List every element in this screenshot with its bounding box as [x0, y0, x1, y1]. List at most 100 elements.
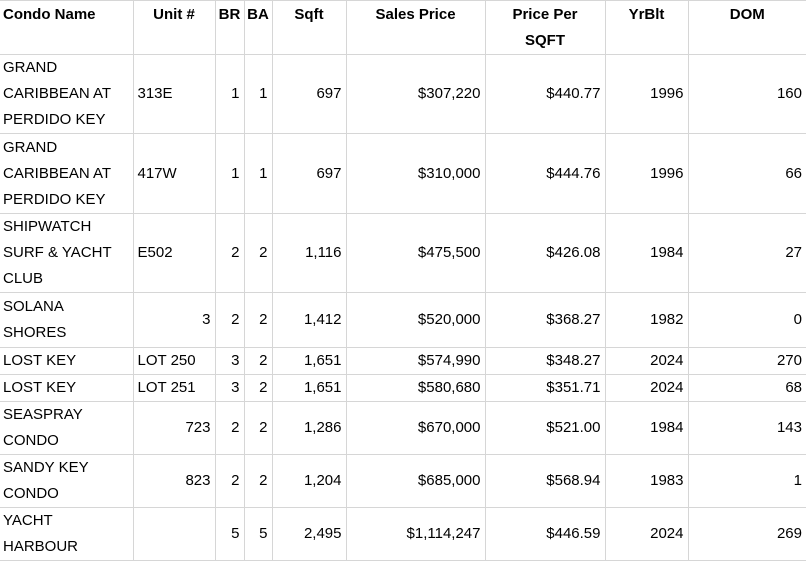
cell-sqft[interactable]: 1,286	[271, 401, 347, 455]
cell-dom[interactable]: 1	[687, 454, 806, 508]
column-header-sqft[interactable]: Sqft	[271, 0, 347, 55]
cell-condo_name[interactable]: SOLANA SHORES	[0, 292, 134, 348]
cell-yrblt[interactable]: 2024	[604, 347, 689, 375]
cell-ba[interactable]: 5	[243, 507, 273, 561]
cell-yrblt[interactable]: 1996	[604, 133, 689, 214]
cell-ba[interactable]: 1	[243, 133, 273, 214]
cell-unit[interactable]: LOT 250	[132, 347, 216, 375]
cell-condo_name[interactable]: SANDY KEY CONDO	[0, 454, 134, 508]
cell-br[interactable]: 2	[214, 401, 245, 455]
column-header-br[interactable]: BR	[214, 0, 245, 55]
cell-price_per_sqft[interactable]: $444.76	[484, 133, 606, 214]
header-row: Condo Name Unit # BR BA Sqft Sales Price Price…	[0, 0, 806, 55]
cell-condo_name[interactable]: LOST KEY	[0, 374, 134, 402]
cell-sales_price[interactable]: $520,000	[345, 292, 486, 348]
cell-yrblt[interactable]: 1984	[604, 213, 689, 293]
cell-sqft[interactable]: 2,495	[271, 507, 347, 561]
cell-yrblt[interactable]: 1984	[604, 401, 689, 455]
column-header-sales_price[interactable]: Sales Price	[345, 0, 486, 55]
column-header-condo_name[interactable]: Condo Name	[0, 0, 134, 55]
cell-yrblt[interactable]: 1983	[604, 454, 689, 508]
cell-sqft[interactable]: 697	[271, 133, 347, 214]
table-row: GRAND CARIBBEAN AT PERDIDO KEY 417W 1 1 697 $…	[0, 133, 806, 214]
cell-unit[interactable]: 823	[132, 454, 216, 508]
cell-price_per_sqft[interactable]: $426.08	[484, 213, 606, 293]
cell-price_per_sqft[interactable]: $351.71	[484, 374, 606, 402]
cell-sqft[interactable]: 1,651	[271, 347, 347, 375]
cell-br[interactable]: 2	[214, 292, 245, 348]
cell-br[interactable]: 2	[214, 454, 245, 508]
cell-unit[interactable]	[132, 507, 216, 561]
cell-br[interactable]: 3	[214, 374, 245, 402]
cell-sales_price[interactable]: $574,990	[345, 347, 486, 375]
cell-condo_name[interactable]: SEASPRAY CONDO	[0, 401, 134, 455]
cell-sqft[interactable]: 1,204	[271, 454, 347, 508]
column-header-dom[interactable]: DOM	[687, 0, 806, 55]
cell-condo_name[interactable]: LOST KEY	[0, 347, 134, 375]
cell-price_per_sqft[interactable]: $521.00	[484, 401, 606, 455]
cell-condo_name[interactable]: YACHT HARBOUR	[0, 507, 134, 561]
cell-dom[interactable]: 270	[687, 347, 806, 375]
cell-ba[interactable]: 2	[243, 454, 273, 508]
cell-ba[interactable]: 2	[243, 292, 273, 348]
cell-dom[interactable]: 143	[687, 401, 806, 455]
cell-sales_price[interactable]: $307,220	[345, 54, 486, 134]
cell-sqft[interactable]: 1,116	[271, 213, 347, 293]
cell-ba[interactable]: 2	[243, 401, 273, 455]
table-row: SOLANA SHORES 3 2 2 1,412 $520,000 $368.27 1982…	[0, 292, 806, 348]
cell-unit[interactable]: 417W	[132, 133, 216, 214]
cell-unit[interactable]: E502	[132, 213, 216, 293]
column-header-yrblt[interactable]: YrBlt	[604, 0, 689, 55]
cell-br[interactable]: 5	[214, 507, 245, 561]
column-header-price_per_sqft[interactable]: Price Per SQFT	[484, 0, 606, 55]
table-row: SEASPRAY CONDO 723 2 2 1,286 $670,000 $521.00 1…	[0, 401, 806, 455]
table-row: LOST KEY LOT 251 3 2 1,651 $580,680 $351.71 202…	[0, 374, 806, 402]
cell-price_per_sqft[interactable]: $368.27	[484, 292, 606, 348]
cell-yrblt[interactable]: 1982	[604, 292, 689, 348]
table-row: SANDY KEY CONDO 823 2 2 1,204 $685,000 $568.94…	[0, 454, 806, 508]
cell-ba[interactable]: 2	[243, 213, 273, 293]
cell-unit[interactable]: 3	[132, 292, 216, 348]
cell-sales_price[interactable]: $475,500	[345, 213, 486, 293]
cell-sqft[interactable]: 697	[271, 54, 347, 134]
table-row: YACHT HARBOUR 5 5 2,495 $1,114,247 $446.59 202…	[0, 507, 806, 561]
cell-dom[interactable]: 66	[687, 133, 806, 214]
cell-dom[interactable]: 269	[687, 507, 806, 561]
table-header: Condo Name Unit # BR BA Sqft Sales Price Price…	[0, 0, 806, 55]
cell-sales_price[interactable]: $310,000	[345, 133, 486, 214]
cell-br[interactable]: 1	[214, 133, 245, 214]
cell-br[interactable]: 3	[214, 347, 245, 375]
cell-sqft[interactable]: 1,412	[271, 292, 347, 348]
cell-br[interactable]: 1	[214, 54, 245, 134]
cell-br[interactable]: 2	[214, 213, 245, 293]
cell-dom[interactable]: 0	[687, 292, 806, 348]
cell-yrblt[interactable]: 2024	[604, 374, 689, 402]
column-header-ba[interactable]: BA	[243, 0, 273, 55]
table-row: LOST KEY LOT 250 3 2 1,651 $574,990 $348.27 202…	[0, 347, 806, 375]
cell-dom[interactable]: 27	[687, 213, 806, 293]
cell-sales_price[interactable]: $580,680	[345, 374, 486, 402]
cell-ba[interactable]: 1	[243, 54, 273, 134]
cell-sales_price[interactable]: $670,000	[345, 401, 486, 455]
cell-yrblt[interactable]: 1996	[604, 54, 689, 134]
cell-unit[interactable]: LOT 251	[132, 374, 216, 402]
cell-ba[interactable]: 2	[243, 347, 273, 375]
cell-unit[interactable]: 723	[132, 401, 216, 455]
cell-condo_name[interactable]: SHIPWATCH SURF & YACHT CLUB	[0, 213, 134, 293]
cell-price_per_sqft[interactable]: $440.77	[484, 54, 606, 134]
cell-price_per_sqft[interactable]: $568.94	[484, 454, 606, 508]
cell-sales_price[interactable]: $1,114,247	[345, 507, 486, 561]
cell-sales_price[interactable]: $685,000	[345, 454, 486, 508]
cell-price_per_sqft[interactable]: $348.27	[484, 347, 606, 375]
cell-dom[interactable]: 160	[687, 54, 806, 134]
column-header-unit[interactable]: Unit #	[132, 0, 216, 55]
cell-ba[interactable]: 2	[243, 374, 273, 402]
cell-price_per_sqft[interactable]: $446.59	[484, 507, 606, 561]
cell-condo_name[interactable]: GRAND CARIBBEAN AT PERDIDO KEY	[0, 133, 134, 214]
cell-sqft[interactable]: 1,651	[271, 374, 347, 402]
cell-yrblt[interactable]: 2024	[604, 507, 689, 561]
cell-condo_name[interactable]: GRAND CARIBBEAN AT PERDIDO KEY	[0, 54, 134, 134]
table-row: GRAND CARIBBEAN AT PERDIDO KEY 313E 1 1 697 $…	[0, 54, 806, 134]
cell-unit[interactable]: 313E	[132, 54, 216, 134]
cell-dom[interactable]: 68	[687, 374, 806, 402]
